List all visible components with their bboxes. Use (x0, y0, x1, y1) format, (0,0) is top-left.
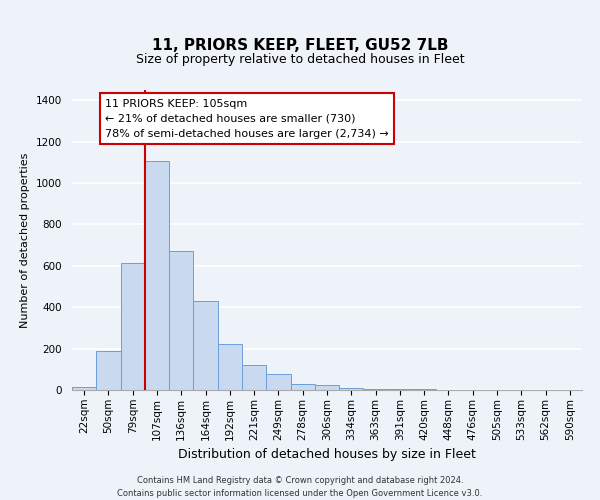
Bar (388, 389, 412, 390)
Y-axis label: Number of detached properties: Number of detached properties (20, 152, 31, 328)
X-axis label: Distribution of detached houses by size in Fleet: Distribution of detached houses by size … (178, 448, 476, 461)
Text: 11, PRIORS KEEP, FLEET, GU52 7LB: 11, PRIORS KEEP, FLEET, GU52 7LB (152, 38, 448, 52)
Bar (218, 344, 242, 390)
Bar (266, 374, 290, 390)
Bar (72, 387, 96, 390)
Bar (364, 389, 388, 390)
Text: Size of property relative to detached houses in Fleet: Size of property relative to detached ho… (136, 53, 464, 66)
Bar (193, 301, 218, 390)
Text: 11 PRIORS KEEP: 105sqm
← 21% of detached houses are smaller (730)
78% of semi-de: 11 PRIORS KEEP: 105sqm ← 21% of detached… (105, 99, 389, 138)
Bar (242, 365, 266, 390)
Bar (169, 252, 193, 390)
Text: Contains HM Land Registry data © Crown copyright and database right 2024.
Contai: Contains HM Land Registry data © Crown c… (118, 476, 482, 498)
Bar (96, 350, 121, 390)
Bar (145, 162, 169, 390)
Bar (339, 388, 364, 390)
Bar (121, 263, 145, 390)
Bar (315, 385, 339, 390)
Bar (290, 384, 315, 390)
